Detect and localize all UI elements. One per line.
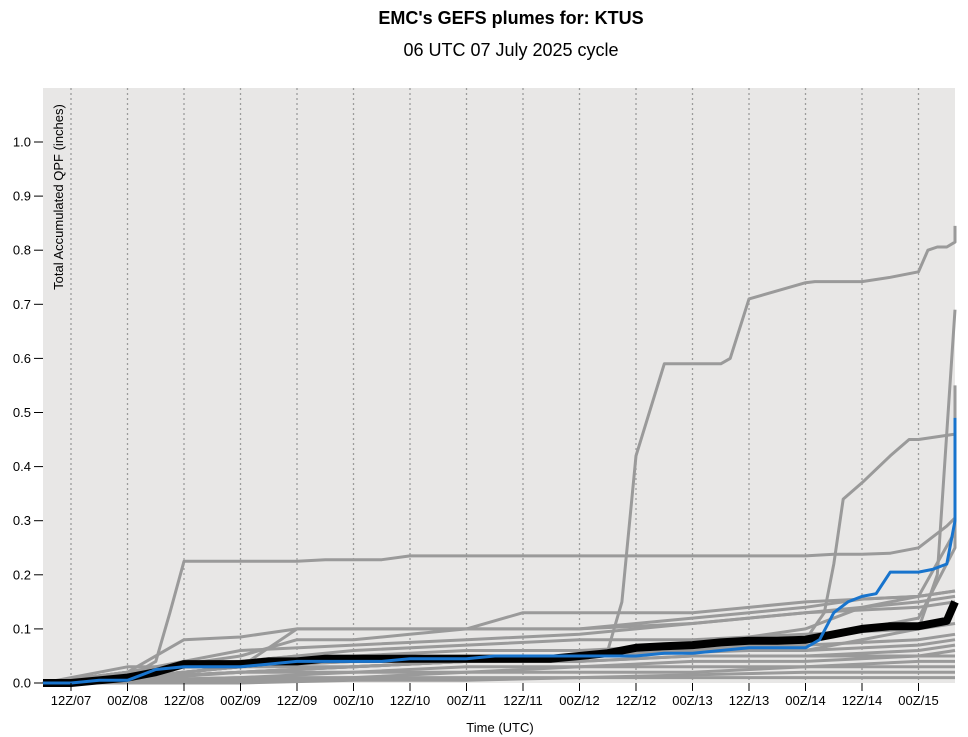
y-tick-label-4: 0.4 [13,459,31,474]
y-tick-label-9: 0.9 [13,189,31,204]
x-tick-label-6: 12Z/10 [390,693,430,708]
y-tick-label-7: 0.7 [13,297,31,312]
y-tick-label-5: 0.5 [13,405,31,420]
x-tick-label-14: 12Z/14 [842,693,882,708]
chart-subtitle: 06 UTC 07 July 2025 cycle [403,40,619,60]
y-tick-label-8: 0.8 [13,243,31,258]
x-tick-label-5: 00Z/10 [333,693,373,708]
x-tick-label-2: 12Z/08 [164,693,204,708]
y-tick-label-3: 0.3 [13,513,31,528]
x-tick-label-13: 00Z/14 [785,693,825,708]
x-tick-label-10: 12Z/12 [616,693,656,708]
chart-title: EMC's GEFS plumes for: KTUS [378,8,644,28]
member-line-16 [42,665,955,685]
member-line-0 [43,516,957,685]
x-tick-label-11: 00Z/13 [672,693,712,708]
y-axis-label: Total Accumulated QPF (inches) [51,104,66,290]
y-tick-label-10: 1.0 [13,135,31,150]
x-tick-label-12: 12Z/13 [729,693,769,708]
x-tick-label-7: 00Z/11 [447,693,487,708]
y-axis: 0.0 0.1 0.2 0.3 0.4 0.5 0.6 0.7 0.8 0.9 1.0 [13,135,43,691]
x-tick-label-8: 12Z/11 [503,693,543,708]
x-tick-label-4: 12Z/09 [277,693,317,708]
y-tick-label-1: 0.1 [13,621,31,636]
x-axis: 12Z/07 00Z/08 12Z/08 00Z/09 12Z/09 00Z/10 12Z/… [51,683,939,708]
x-tick-label-1: 00Z/08 [107,693,147,708]
x-axis-label: Time (UTC) [466,720,533,735]
x-tick-label-3: 00Z/09 [220,693,260,708]
x-tick-label-0: 12Z/07 [51,693,91,708]
x-tick-label-15: 00Z/15 [898,693,938,708]
vertical-grid [70,88,920,683]
y-tick-label-2: 0.2 [13,567,31,582]
y-tick-label-0: 0.0 [13,676,31,691]
control-line [43,417,957,685]
y-tick-label-6: 0.6 [13,351,31,366]
plot-background [43,88,955,683]
x-tick-label-9: 00Z/12 [559,693,599,708]
control-line-group [43,417,957,685]
member-lines [42,225,957,685]
